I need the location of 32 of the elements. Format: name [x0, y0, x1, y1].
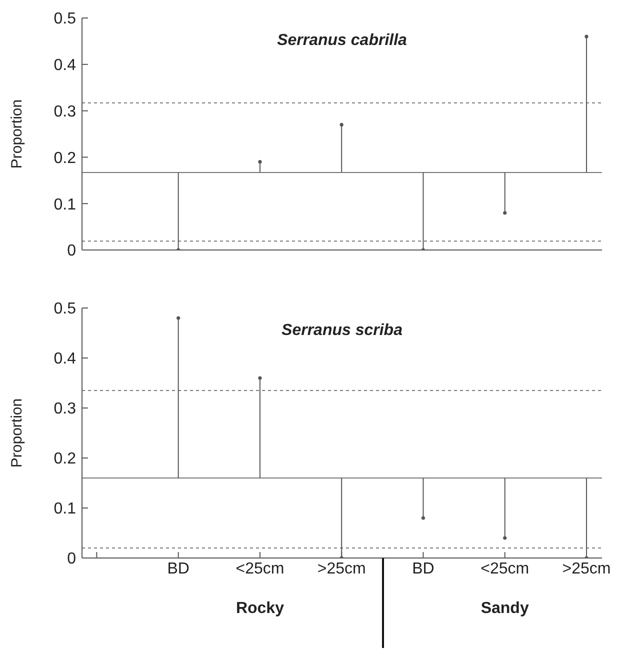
y-tick-label: 0.1: [54, 500, 76, 518]
y-tick-label: 0.2: [54, 150, 76, 167]
point: [176, 316, 180, 320]
x-tick-label: BD: [167, 560, 190, 578]
y-tick-label: 0.5: [54, 10, 76, 28]
y-tick-label: 0.4: [54, 57, 76, 74]
point: [421, 516, 426, 520]
y-tick-label: 0: [67, 550, 76, 568]
y-tick-label: 0.4: [54, 350, 76, 368]
text: Serranus scriba: [280, 322, 404, 340]
y-axis-title: Proportion: [8, 398, 26, 468]
point: [503, 536, 507, 540]
text: Serranus cabrilla: [276, 32, 408, 50]
point: [340, 122, 344, 127]
text: Sandy: [480, 600, 530, 618]
y-axis-title: Proportion: [8, 99, 26, 169]
y-tick-label: 0.2: [54, 450, 76, 468]
y-tick-label: 0.5: [54, 300, 76, 318]
point: [258, 376, 262, 380]
x-tick-label: <25cm: [236, 560, 284, 578]
x-tick-label: <25cm: [480, 560, 530, 578]
y-tick-label: 0.1: [54, 196, 76, 214]
y-tick-label: 0: [67, 242, 76, 260]
y-tick-label: 0.3: [54, 103, 76, 120]
point: [584, 34, 588, 38]
x-tick-label: >25cm: [562, 560, 611, 578]
text: Rocky: [234, 600, 285, 618]
x-tick-label: >25cm: [317, 560, 366, 578]
y-tick-label: 0.3: [54, 400, 76, 418]
point: [258, 160, 262, 164]
x-tick-label: BD: [412, 560, 434, 578]
point: [503, 211, 507, 215]
